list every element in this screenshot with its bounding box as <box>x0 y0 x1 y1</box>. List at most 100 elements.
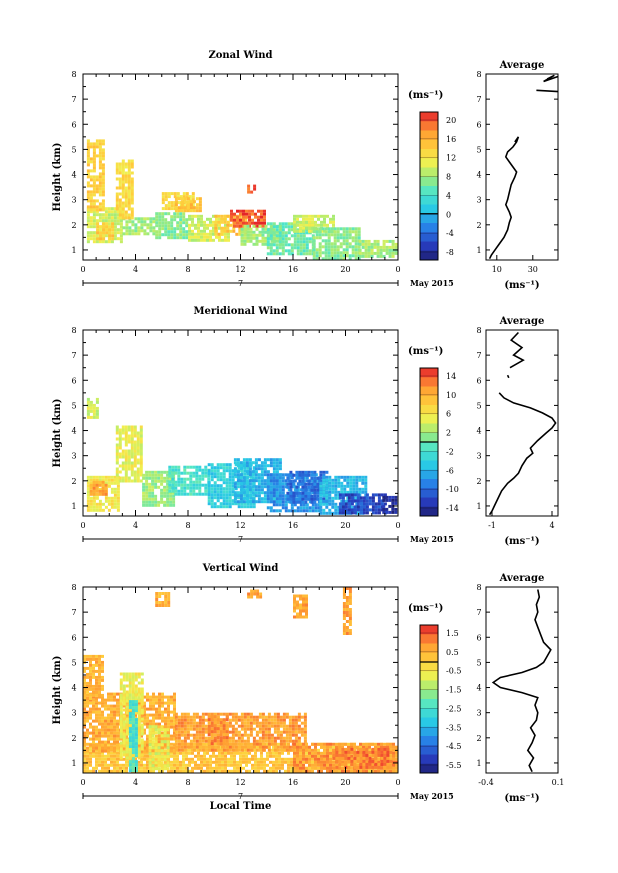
heat-cell <box>305 506 309 510</box>
heat-cell <box>200 754 203 758</box>
heat-cell <box>365 496 369 500</box>
heat-cell <box>276 230 280 234</box>
heat-cell <box>324 251 328 255</box>
average-profile-line-upper <box>509 331 525 369</box>
heat-cell <box>125 717 129 721</box>
heat-cell <box>307 473 311 477</box>
heatmap <box>86 397 398 515</box>
heat-cell <box>180 471 184 475</box>
heat-cell <box>110 713 113 717</box>
heat-cell <box>116 734 119 738</box>
heat-cell <box>127 440 131 444</box>
heat-cell <box>216 715 220 719</box>
heat-cell <box>319 484 323 488</box>
heat-cell <box>321 245 325 249</box>
heat-cell <box>333 245 337 249</box>
heat-cell <box>233 470 237 474</box>
heat-cell <box>364 254 368 258</box>
heat-cell <box>158 725 161 729</box>
heat-cell <box>86 225 90 229</box>
heat-cell <box>89 489 93 493</box>
heat-cell <box>142 500 146 504</box>
heat-cell <box>179 224 183 228</box>
heat-cell <box>322 490 326 494</box>
heat-cell <box>292 473 296 477</box>
heat-cell <box>98 480 102 484</box>
heat-cell <box>95 737 98 741</box>
heat-cell <box>316 497 320 501</box>
x-tick-label: 8 <box>185 265 190 274</box>
heat-cell <box>352 475 356 479</box>
heat-cell <box>313 491 317 495</box>
heat-cell <box>345 242 349 246</box>
heat-cell <box>89 492 93 496</box>
heat-cell <box>215 763 218 767</box>
heat-cell <box>245 500 249 504</box>
heat-cell <box>101 754 104 758</box>
heat-cell <box>312 257 316 261</box>
heat-cell <box>140 734 143 738</box>
heat-cell <box>101 731 104 735</box>
heat-cell <box>249 502 253 506</box>
heat-cell <box>313 500 317 504</box>
heat-cell <box>284 237 288 241</box>
heat-cell <box>164 204 168 208</box>
heat-cell <box>86 751 89 755</box>
heat-cell <box>115 443 119 447</box>
heat-cell <box>133 440 137 444</box>
heat-cell <box>146 734 149 738</box>
heat-cell <box>89 731 92 735</box>
heat-cell <box>339 242 343 246</box>
heat-cell <box>121 159 125 163</box>
heat-cell <box>110 737 113 741</box>
heat-cell <box>340 475 344 479</box>
heat-cell <box>191 769 194 773</box>
heat-cell <box>115 437 119 441</box>
heat-cell <box>289 479 293 483</box>
heat-cell <box>191 220 194 224</box>
heat-cell <box>173 710 176 714</box>
heat-cell <box>124 461 128 465</box>
heat-cell <box>95 693 98 697</box>
heat-cell <box>252 230 256 234</box>
heat-cell <box>140 704 143 708</box>
heat-cell <box>209 238 212 242</box>
heat-cell <box>158 707 161 711</box>
heat-cell <box>92 166 96 170</box>
heat-cell <box>98 193 102 197</box>
heat-cell <box>334 484 338 488</box>
colorbar-segment <box>420 130 438 141</box>
heat-cell <box>254 485 258 489</box>
x-tick-label: 20 <box>340 521 350 530</box>
heat-cell <box>371 502 375 506</box>
heat-cell <box>254 500 258 504</box>
heat-cell <box>328 502 332 506</box>
heat-cell <box>167 719 170 723</box>
heat-cell <box>86 193 90 197</box>
heat-cell <box>101 475 105 479</box>
heat-cell <box>116 508 120 512</box>
heat-cell <box>209 769 212 773</box>
heat-cell <box>345 227 349 231</box>
heat-cell <box>113 716 116 720</box>
heat-cell <box>354 236 358 240</box>
heat-cell <box>329 217 332 221</box>
heat-cell <box>104 481 108 485</box>
heat-cell <box>260 218 263 222</box>
heat-cell <box>194 223 197 227</box>
average-x-tick-label: 30 <box>528 265 538 274</box>
heat-cell <box>167 224 171 228</box>
heat-cell <box>359 508 363 512</box>
heat-cell <box>170 749 173 753</box>
heat-cell <box>263 760 266 764</box>
heat-cell <box>326 214 329 218</box>
heat-cell <box>107 484 111 488</box>
heat-cell <box>358 478 362 482</box>
heat-cell <box>116 766 119 770</box>
heat-cell <box>139 425 143 429</box>
heat-cell <box>219 502 223 506</box>
heat-cell <box>264 224 268 228</box>
heat-cell <box>308 240 312 244</box>
heat-cell <box>290 503 294 507</box>
heat-cell <box>182 766 185 770</box>
